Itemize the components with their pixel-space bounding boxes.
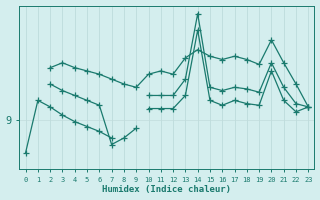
X-axis label: Humidex (Indice chaleur): Humidex (Indice chaleur) [102,185,231,194]
